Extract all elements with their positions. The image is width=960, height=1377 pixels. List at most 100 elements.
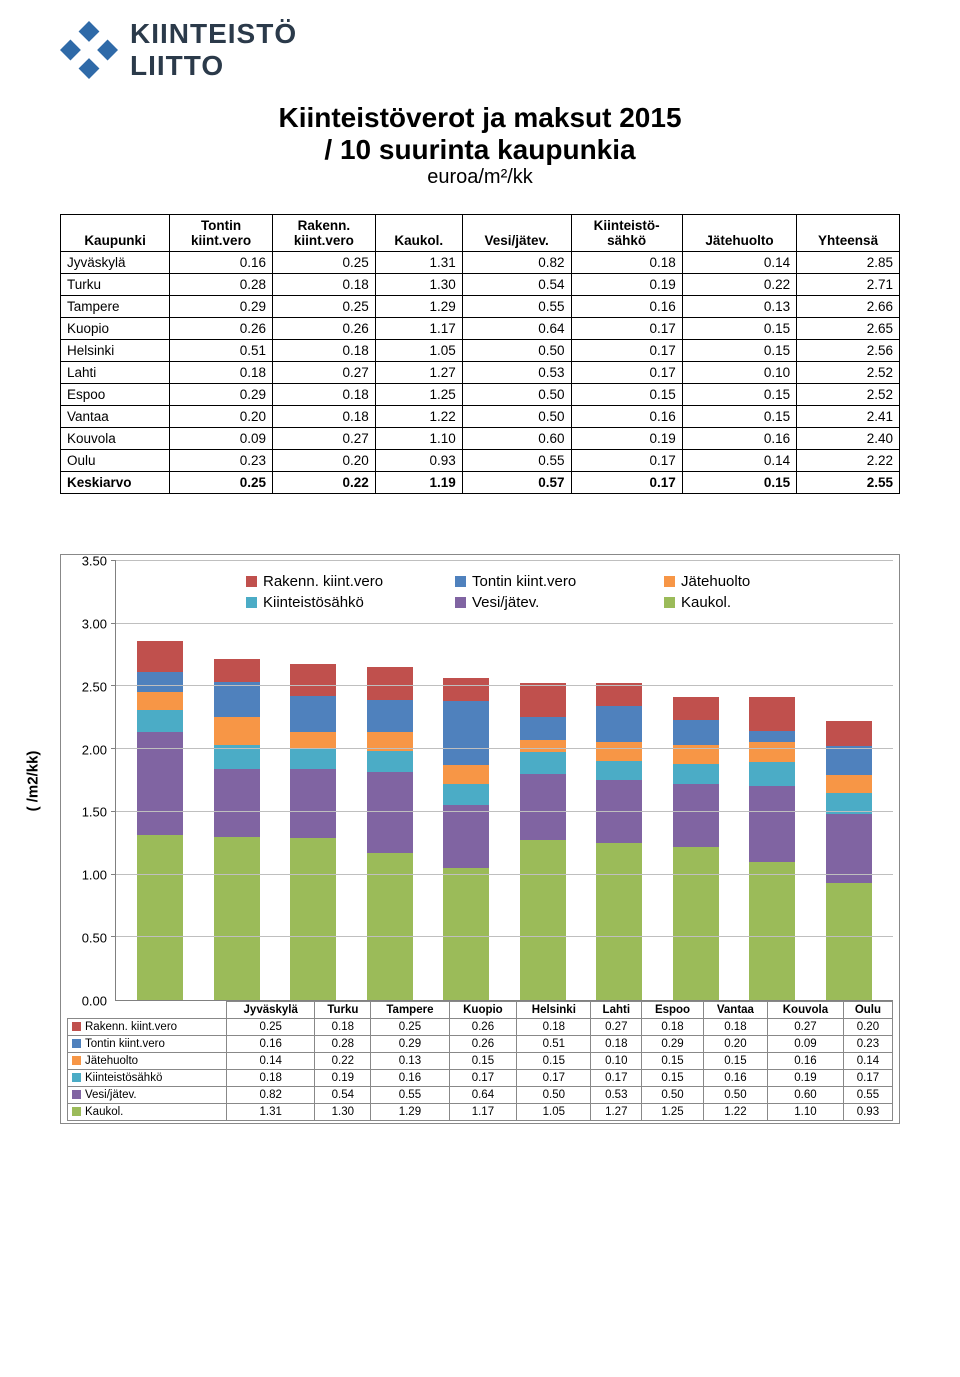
value-cell: 0.27 <box>272 428 375 450</box>
value-cell: 0.50 <box>462 340 571 362</box>
chart-data-table: JyväskyläTurkuTampereKuopioHelsinkiLahti… <box>67 1001 893 1121</box>
series-label: Rakenn. kiint.vero <box>85 1021 177 1033</box>
bar-segment <box>520 717 566 740</box>
table-row: Espoo0.290.181.250.500.150.152.52 <box>61 384 900 406</box>
bar-segment <box>137 641 183 672</box>
value-cell: 2.71 <box>797 274 900 296</box>
value-cell: 2.40 <box>797 428 900 450</box>
table-header: Jätehuolto <box>682 215 796 252</box>
chart-table-header: Turku <box>315 1002 371 1019</box>
bar-segment <box>137 672 183 692</box>
bar-segment <box>596 683 642 706</box>
chart-table-cell: 1.22 <box>703 1104 767 1121</box>
chart-table-rowhead: Kiinteistösähkö <box>68 1070 227 1087</box>
chart-table-cell: 0.13 <box>371 1053 449 1070</box>
value-cell: 0.10 <box>682 362 796 384</box>
chart-table-cell: 0.15 <box>449 1053 517 1070</box>
bar-segment <box>443 868 489 1000</box>
y-axis-label: ( /m2/kk) <box>25 751 42 812</box>
logo-text-line-1: KIINTEISTÖ <box>130 18 297 50</box>
chart-table-cell: 0.17 <box>449 1070 517 1087</box>
table-row: Jyväskylä0.160.251.310.820.180.142.85 <box>61 252 900 274</box>
logo-icon <box>60 21 118 79</box>
value-cell: 0.28 <box>170 274 273 296</box>
chart-table-cell: 0.93 <box>843 1104 892 1121</box>
bar-segment <box>137 835 183 1000</box>
table-row: Turku0.280.181.300.540.190.222.71 <box>61 274 900 296</box>
chart-table-rowhead: Kaukol. <box>68 1104 227 1121</box>
bar-segment <box>520 752 566 773</box>
value-cell: 2.55 <box>797 472 900 494</box>
chart-table-row: Tontin kiint.vero0.160.280.290.260.510.1… <box>68 1036 893 1053</box>
bar-segment <box>749 862 795 1000</box>
chart-table-cell: 0.18 <box>591 1036 642 1053</box>
value-cell: 0.18 <box>272 274 375 296</box>
value-cell: 0.64 <box>462 318 571 340</box>
chart-table-row: Kiinteistösähkö0.180.190.160.170.170.170… <box>68 1070 893 1087</box>
chart-table-header: Jyväskylä <box>227 1002 315 1019</box>
series-label: Kaukol. <box>85 1106 123 1118</box>
value-cell: 0.23 <box>170 450 273 472</box>
bar-segment <box>520 740 566 753</box>
series-label: Vesi/jätev. <box>85 1089 137 1101</box>
chart-table-header: Tampere <box>371 1002 449 1019</box>
value-cell: 0.17 <box>571 472 682 494</box>
chart-table-cell: 1.05 <box>517 1104 591 1121</box>
bar-segment <box>749 697 795 731</box>
bar-segment <box>367 772 413 852</box>
bar-segment <box>673 697 719 720</box>
series-swatch <box>72 1107 81 1116</box>
data-table-head: KaupunkiTontinkiint.veroRakenn.kiint.ver… <box>61 215 900 252</box>
value-cell: 0.13 <box>682 296 796 318</box>
title-block: Kiinteistöverot ja maksut 2015 / 10 suur… <box>60 102 900 189</box>
value-cell: 1.29 <box>375 296 462 318</box>
chart-table-header: Lahti <box>591 1002 642 1019</box>
table-header: Vesi/jätev. <box>462 215 571 252</box>
value-cell: 1.22 <box>375 406 462 428</box>
value-cell: 0.57 <box>462 472 571 494</box>
chart-table-cell: 0.22 <box>315 1053 371 1070</box>
value-cell: 2.52 <box>797 384 900 406</box>
bar-segment <box>673 720 719 745</box>
city-cell: Espoo <box>61 384 170 406</box>
chart-table-header: Espoo <box>642 1002 704 1019</box>
chart-table-cell: 0.64 <box>449 1087 517 1104</box>
bar-segment <box>137 710 183 733</box>
chart-table-cell: 0.15 <box>642 1070 704 1087</box>
chart-table-cell: 0.16 <box>371 1070 449 1087</box>
value-cell: 1.10 <box>375 428 462 450</box>
bar-segment <box>443 805 489 868</box>
value-cell: 0.18 <box>272 406 375 428</box>
bar <box>749 697 795 1000</box>
chart-table-cell: 0.50 <box>642 1087 704 1104</box>
chart-table-cell: 1.30 <box>315 1104 371 1121</box>
value-cell: 0.93 <box>375 450 462 472</box>
city-cell: Kuopio <box>61 318 170 340</box>
city-cell: Turku <box>61 274 170 296</box>
chart-table-header: Vantaa <box>703 1002 767 1019</box>
table-header: Yhteensä <box>797 215 900 252</box>
title-line-1: Kiinteistöverot ja maksut 2015 <box>60 102 900 134</box>
value-cell: 0.15 <box>682 472 796 494</box>
ytick-label: 0.00 <box>82 994 107 1009</box>
bar-segment <box>673 764 719 784</box>
bar-segment <box>367 751 413 772</box>
series-swatch <box>72 1039 81 1048</box>
city-cell: Vantaa <box>61 406 170 428</box>
chart-table-cell: 0.28 <box>315 1036 371 1053</box>
chart-table-cell: 0.18 <box>227 1070 315 1087</box>
chart-table-cell: 0.16 <box>227 1036 315 1053</box>
value-cell: 0.22 <box>272 472 375 494</box>
bar-segment <box>290 769 336 838</box>
bar-segment <box>290 732 336 748</box>
gridline <box>116 936 893 937</box>
chart-table-cell: 0.19 <box>768 1070 844 1087</box>
value-cell: 0.22 <box>682 274 796 296</box>
value-cell: 1.25 <box>375 384 462 406</box>
chart-table-header: Helsinki <box>517 1002 591 1019</box>
value-cell: 0.54 <box>462 274 571 296</box>
bar-segment <box>826 746 872 775</box>
value-cell: 0.25 <box>272 296 375 318</box>
ytick-mark <box>111 936 116 937</box>
chart-table-cell: 0.53 <box>591 1087 642 1104</box>
